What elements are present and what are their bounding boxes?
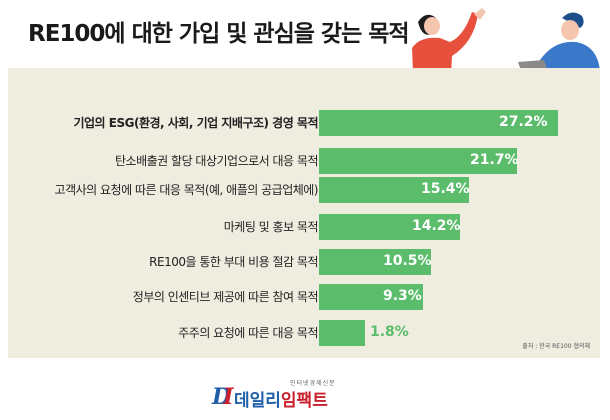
bar: [319, 249, 431, 275]
bar: [319, 320, 365, 346]
bar-value: 1.8%: [370, 324, 409, 340]
bar-value: 10.5%: [383, 253, 432, 269]
bar-label: 주주의 요청에 따른 대응 목적: [178, 326, 318, 340]
bar: [319, 177, 469, 203]
bar-label: 정부의 인센티브 제공에 따른 참여 목적: [132, 290, 319, 304]
bar-row: 기업의 ESG(환경, 사회, 기업 지배구조) 경영 목적 27.2%: [8, 110, 600, 136]
bar-label: 마케팅 및 홍보 목적: [223, 220, 319, 234]
chart-title: RE100에 대한 가입 및 관심을 갖는 목적: [28, 21, 410, 47]
chart-panel: 기업의 ESG(환경, 사회, 기업 지배구조) 경영 목적 27.2% 탄소배…: [8, 68, 600, 358]
bar-label: 탄소배출권 할당 대상기업으로서 대응 목적: [115, 154, 318, 168]
bar-value: 27.2%: [499, 114, 548, 130]
bar-row: 고객사의 요청에 따른 대응 목적(예, 애플의 공급업체에) 15.4%: [8, 177, 600, 203]
bar-value: 9.3%: [383, 288, 422, 304]
bar-row: 마케팅 및 홍보 목적 14.2%: [8, 214, 600, 240]
bar: [319, 148, 517, 174]
bar: [319, 284, 423, 310]
bar-value: 21.7%: [470, 152, 519, 168]
bar-value: 14.2%: [412, 218, 461, 234]
bar-row: 주주의 요청에 따른 대응 목적 1.8%: [8, 320, 600, 346]
bar: [319, 214, 460, 240]
logo-text: 데일리임팩트: [234, 391, 328, 411]
logo-mark-icon: DI: [212, 384, 234, 410]
bar: [319, 110, 558, 136]
logo-subtitle: 인터넷경제신문: [290, 380, 336, 387]
bar-row: RE100을 통한 부대 비용 절감 목적 10.5%: [8, 249, 600, 275]
bar-label: RE100을 통한 부대 비용 절감 목적: [149, 255, 318, 269]
bar-label: 기업의 ESG(환경, 사회, 기업 지배구조) 경영 목적: [73, 116, 318, 130]
bar-row: 정부의 인센티브 제공에 따른 참여 목적 9.3%: [8, 284, 600, 310]
source-note: 출처 : 한국 RE100 협의체: [522, 343, 590, 350]
bar-row: 탄소배출권 할당 대상기업으로서 대응 목적 21.7%: [8, 148, 600, 174]
bar-value: 15.4%: [421, 181, 470, 197]
bar-label: 고객사의 요청에 따른 대응 목적(예, 애플의 공급업체에): [54, 183, 319, 197]
